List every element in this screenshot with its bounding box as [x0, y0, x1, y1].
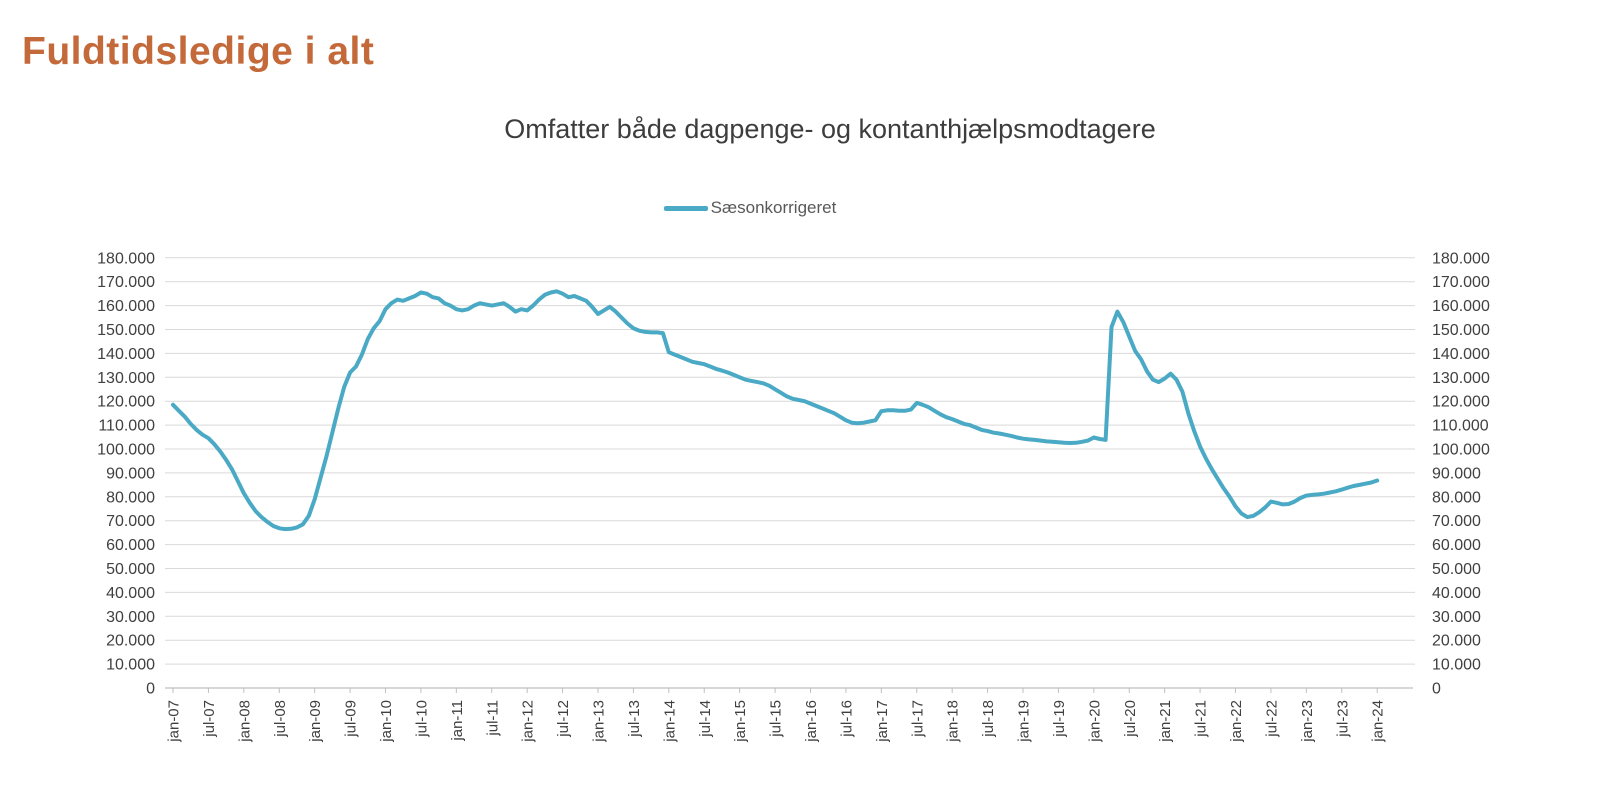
y-axis-label-right: 30.000 [1432, 609, 1481, 626]
x-axis-label: jan-16 [803, 700, 820, 743]
chart-title: Omfatter både dagpenge- og kontanthjælps… [504, 114, 1156, 144]
x-axis-label: jan-10 [378, 700, 395, 743]
legend-item: Sæsonkorrigeret [663, 198, 837, 218]
y-axis-label-left: 50.000 [106, 561, 155, 578]
x-axis-label: jul-16 [838, 700, 855, 738]
y-axis-label-right: 90.000 [1432, 465, 1481, 482]
y-axis-label-right: 150.000 [1432, 322, 1490, 339]
y-axis-label-left: 130.000 [97, 370, 155, 387]
series-line-saesonkorrigeret [171, 289, 1380, 532]
x-axis-label: jan-17 [874, 700, 891, 743]
x-axis-label: jan-21 [1157, 700, 1174, 743]
x-axis-label: jul-17 [909, 700, 926, 738]
x-axis-label: jan-09 [307, 700, 324, 743]
y-axis-label-left: 110.000 [98, 418, 155, 435]
x-axis-label: jan-20 [1086, 700, 1103, 743]
y-axis-label-right: 160.000 [1432, 298, 1490, 315]
x-axis-label: jan-23 [1299, 700, 1316, 743]
x-axis-label: jul-09 [343, 700, 360, 738]
x-axis-label: jul-11 [484, 700, 501, 737]
y-axis-label-left: 20.000 [106, 633, 155, 650]
y-axis-label-left: 140.000 [97, 346, 155, 363]
y-axis-label-left: 40.000 [106, 585, 155, 602]
y-axis-label-left: 170.000 [97, 274, 155, 291]
x-axis-label: jan-18 [945, 700, 962, 743]
x-axis-label: jul-18 [980, 700, 997, 738]
x-axis-label: jan-19 [1016, 700, 1033, 743]
x-axis-label: jul-10 [413, 700, 430, 738]
y-axis-label-left: 70.000 [106, 513, 155, 530]
x-axis-label: jul-19 [1051, 700, 1068, 738]
x-axis-label: jan-07 [166, 700, 183, 743]
y-axis-label-left: 0 [146, 681, 155, 698]
y-axis-label-left: 180.000 [97, 250, 155, 267]
y-axis-label-right: 180.000 [1432, 250, 1490, 267]
y-axis-label-right: 0 [1432, 681, 1441, 698]
y-axis-label-right: 170.000 [1432, 274, 1490, 291]
legend-line-swatch [663, 205, 708, 211]
y-axis-label-right: 100.000 [1432, 442, 1490, 459]
y-axis-label-right: 120.000 [1432, 394, 1490, 411]
x-axis-label: jan-13 [591, 700, 608, 743]
x-axis-label: jan-15 [732, 700, 749, 743]
y-axis-label-left: 30.000 [106, 609, 155, 626]
x-axis-label: jul-21 [1193, 700, 1210, 738]
y-axis-label-right: 80.000 [1432, 489, 1481, 506]
x-axis-label: jul-14 [697, 700, 714, 738]
x-axis-label: jan-12 [520, 700, 537, 743]
y-axis-label-right: 60.000 [1432, 537, 1481, 554]
x-axis-label: jul-20 [1122, 700, 1139, 738]
x-axis-label: jan-11 [449, 700, 466, 742]
x-axis-label: jan-22 [1228, 700, 1245, 743]
x-axis-label: jul-13 [626, 700, 643, 738]
chart-title-area: Omfatter både dagpenge- og kontanthjælps… [60, 114, 1600, 145]
y-axis-label-right: 20.000 [1432, 633, 1481, 650]
x-axis-label: jul-23 [1334, 700, 1351, 738]
x-axis-label: jul-12 [555, 700, 572, 738]
y-axis-label-right: 130.000 [1432, 370, 1490, 387]
y-axis-label-right: 10.000 [1432, 657, 1481, 674]
y-axis-label-left: 90.000 [106, 465, 155, 482]
y-axis-label-right: 50.000 [1432, 561, 1481, 578]
y-axis-label-right: 110.000 [1432, 418, 1489, 435]
page-title: Fuldtidsledige i alt [22, 30, 375, 73]
y-axis-label-right: 70.000 [1432, 513, 1481, 530]
x-axis-label: jul-15 [768, 700, 785, 738]
y-axis-label-left: 80.000 [106, 489, 155, 506]
legend-label: Sæsonkorrigeret [710, 198, 837, 217]
y-axis-label-left: 120.000 [97, 394, 155, 411]
x-axis-label: jul-22 [1263, 700, 1280, 738]
x-axis-label: jan-24 [1370, 700, 1387, 743]
y-axis-label-left: 160.000 [97, 298, 155, 315]
x-axis-label: jul-08 [272, 700, 289, 738]
x-axis-label: jan-14 [661, 700, 678, 743]
y-axis-label-left: 10.000 [106, 657, 155, 674]
y-axis-label-left: 100.000 [97, 442, 155, 459]
y-axis-label-right: 40.000 [1432, 585, 1481, 602]
x-axis-label: jul-07 [201, 700, 218, 738]
y-axis-label-right: 140.000 [1432, 346, 1490, 363]
y-axis-label-left: 150.000 [97, 322, 155, 339]
legend: Sæsonkorrigeret [0, 198, 1500, 218]
x-axis-label: jan-08 [236, 700, 253, 743]
y-axis-label-left: 60.000 [106, 537, 155, 554]
